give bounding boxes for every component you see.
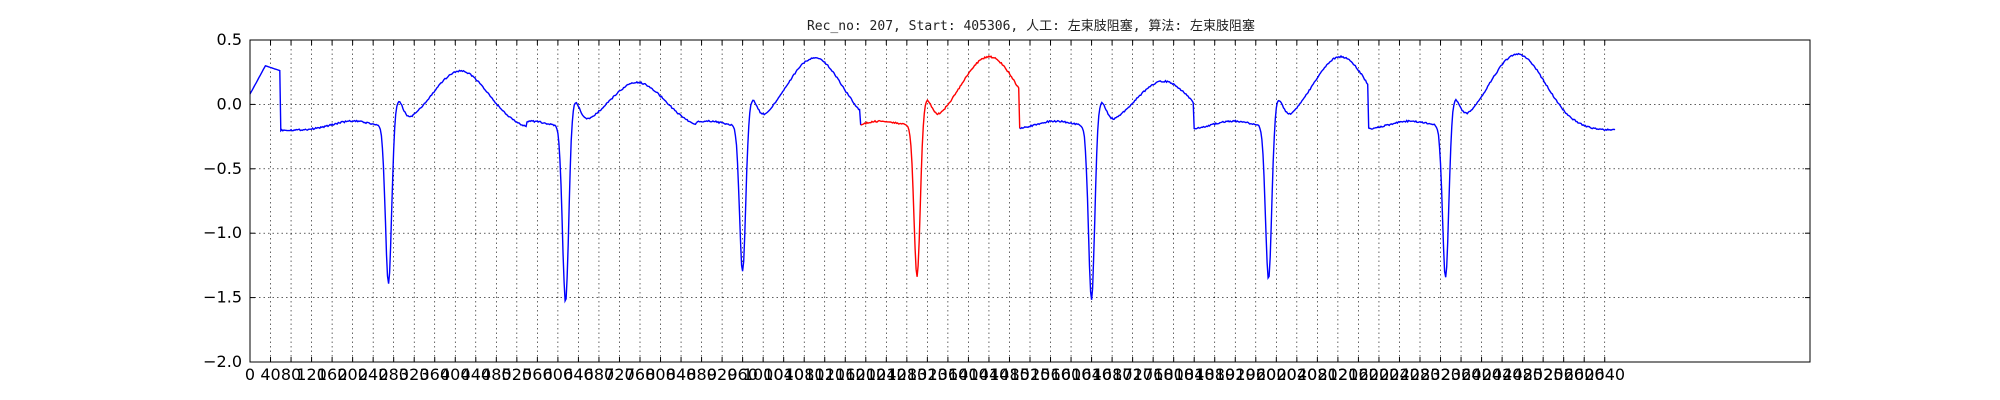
ecg-segment-7 xyxy=(1368,52,1616,278)
x-tick-label: 440 xyxy=(461,365,492,384)
chart-title: Rec_no: 207, Start: 405306, 人工: 左束肢阻塞, 算… xyxy=(807,18,1255,34)
x-tick-label: 2160 xyxy=(1338,365,1379,384)
x-tick-label: 2200 xyxy=(1359,365,1400,384)
x-tick-label: 1640 xyxy=(1071,365,1112,384)
x-tick-label: 1040 xyxy=(763,365,804,384)
x-tick-label: 120 xyxy=(296,365,327,384)
x-tick-label: 2440 xyxy=(1482,365,1523,384)
x-tick-label: 400 xyxy=(440,365,471,384)
x-tick-label: 2520 xyxy=(1523,365,1564,384)
x-tick-label: 880 xyxy=(686,365,717,384)
x-tick-label: 560 xyxy=(522,365,553,384)
x-tick-label: 520 xyxy=(502,365,533,384)
x-tick-label: 1400 xyxy=(948,365,989,384)
x-tick-label: 920 xyxy=(707,365,738,384)
x-tick-label: 1920 xyxy=(1215,365,1256,384)
x-tick-label: 320 xyxy=(399,365,430,384)
x-tick-label: 760 xyxy=(625,365,656,384)
x-tick-label: 1880 xyxy=(1194,365,1235,384)
x-tick-label: 1160 xyxy=(825,365,866,384)
x-tick-label: 1560 xyxy=(1030,365,1071,384)
x-tick-label: 1080 xyxy=(784,365,825,384)
x-tick-label: 1320 xyxy=(907,365,948,384)
series-layer xyxy=(249,52,1616,304)
x-tick-label: 200 xyxy=(337,365,368,384)
x-tick-label: 640 xyxy=(563,365,594,384)
x-tick-label: 1840 xyxy=(1174,365,1215,384)
x-tick-label: 2240 xyxy=(1379,365,1420,384)
x-tick-label: 2040 xyxy=(1276,365,1317,384)
x-tick-label: 1440 xyxy=(969,365,1010,384)
x-tick-label: 1200 xyxy=(845,365,886,384)
x-tick-label: 1680 xyxy=(1092,365,1133,384)
x-tick-label: 280 xyxy=(378,365,409,384)
y-tick-label: −0.5 xyxy=(203,159,242,178)
x-tick-label: 720 xyxy=(604,365,635,384)
ecg-segment-2 xyxy=(526,80,697,304)
x-tick-label: 600 xyxy=(543,365,574,384)
x-tick-label: 1360 xyxy=(928,365,969,384)
x-tick-label: 2280 xyxy=(1400,365,1441,384)
y-tick-label: −2.0 xyxy=(203,352,242,371)
x-tick-label: 480 xyxy=(481,365,512,384)
ecg-segment-6 xyxy=(1193,54,1370,281)
ecg-segment-3 xyxy=(695,56,862,272)
x-tick-label: 2000 xyxy=(1256,365,1297,384)
x-tick-label: 1280 xyxy=(886,365,927,384)
x-tick-label: 2080 xyxy=(1297,365,1338,384)
x-tick-label: 800 xyxy=(645,365,676,384)
x-tick-label: 40 xyxy=(260,365,280,384)
x-tick-label: 2480 xyxy=(1502,365,1543,384)
x-tick-label: 680 xyxy=(584,365,615,384)
x-tick-label: 1520 xyxy=(1010,365,1051,384)
x-tick-label: 1000 xyxy=(743,365,784,384)
x-tick-label: 160 xyxy=(317,365,348,384)
x-tick-label: 0 xyxy=(245,365,255,384)
x-tick-label: 1760 xyxy=(1133,365,1174,384)
x-tick-label: 2120 xyxy=(1318,365,1359,384)
x-tick-label: 1720 xyxy=(1112,365,1153,384)
x-tick-label: 1600 xyxy=(1051,365,1092,384)
x-tick-label: 360 xyxy=(419,365,450,384)
x-tick-label: 2640 xyxy=(1584,365,1625,384)
x-tick-label: 240 xyxy=(358,365,389,384)
x-tick-label: 1480 xyxy=(989,365,1030,384)
x-tick-label: 1960 xyxy=(1235,365,1276,384)
x-tick-label: 1120 xyxy=(804,365,845,384)
ecg-segment-5 xyxy=(1019,79,1195,300)
y-axis: 0.5 0.0 −0.5 −1.0 −1.5 −2.0 xyxy=(203,30,1810,371)
x-tick-label: 2360 xyxy=(1441,365,1482,384)
x-axis: 0 40 8012016020024028032036040044048052056… xyxy=(245,40,1625,384)
x-tick-label: 840 xyxy=(666,365,697,384)
x-tick-label: 1800 xyxy=(1153,365,1194,384)
x-tick-label: 1240 xyxy=(866,365,907,384)
x-tick-label: 2600 xyxy=(1564,365,1605,384)
ecg-segment-1 xyxy=(249,64,528,284)
x-tick-label: 2400 xyxy=(1461,365,1502,384)
y-tick-label: −1.5 xyxy=(203,288,242,307)
y-tick-label: 0.0 xyxy=(217,94,242,113)
x-tick-label: 2560 xyxy=(1543,365,1584,384)
y-tick-label: 0.5 xyxy=(217,30,242,49)
x-tick-label: 2320 xyxy=(1420,365,1461,384)
ecg-segment-4 xyxy=(860,54,1021,277)
y-tick-label: −1.0 xyxy=(203,223,242,242)
x-tick-label: 960 xyxy=(727,365,758,384)
x-tick-label: 80 xyxy=(281,365,301,384)
